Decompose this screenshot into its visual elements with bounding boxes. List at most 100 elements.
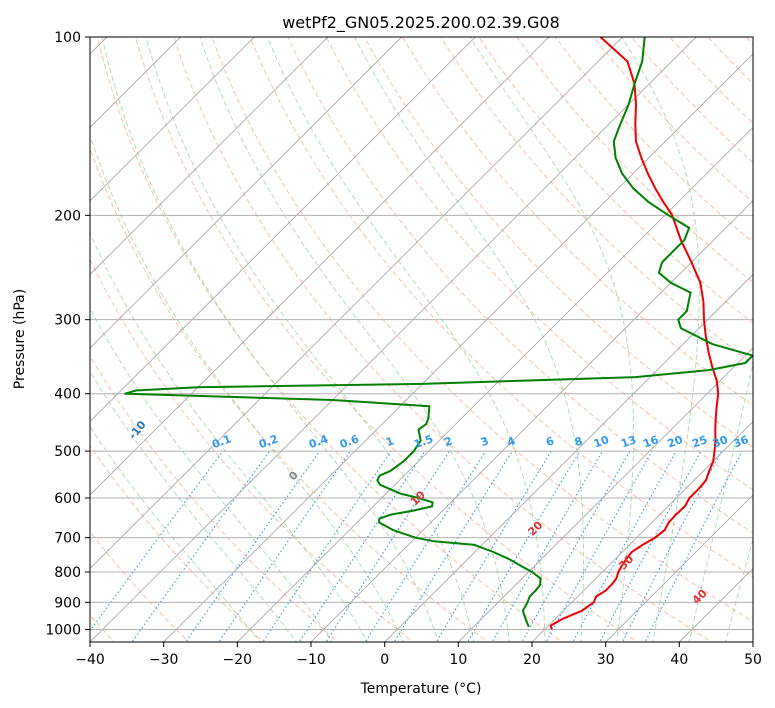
mixing-ratio-line — [491, 450, 603, 642]
mixing-ratio-line — [90, 450, 224, 632]
x-tick-label: 40 — [670, 652, 688, 668]
dry-adiabat-line — [90, 355, 339, 642]
y-tick-label: 600 — [54, 491, 81, 507]
mixing-ratio-label: 8 — [573, 434, 585, 449]
mixing-ratio-line — [466, 450, 581, 642]
mixing-ratio-label: 0.6 — [338, 432, 361, 451]
x-tick-label: −20 — [223, 652, 253, 668]
dry-adiabat-line — [745, 37, 753, 45]
x-tick-label: 30 — [597, 652, 615, 668]
dry-adiabat-line — [134, 37, 638, 642]
dry-adiabat-line — [173, 37, 713, 642]
dry-adiabat-line — [363, 37, 753, 448]
mixing-ratio-line — [185, 450, 321, 642]
isotherm-line — [458, 347, 753, 642]
y-axis-label: Pressure (hPa) — [12, 289, 28, 389]
dry-adiabat-line — [554, 37, 753, 243]
mixing-ratio-label: 0.1 — [210, 432, 233, 451]
x-tick-label: 10 — [449, 652, 467, 668]
y-tick-label: 400 — [54, 387, 81, 403]
dry-adiabat-line — [90, 445, 265, 642]
mixing-ratio-label: 4 — [505, 434, 517, 449]
mixing-ratio-label: 1 — [384, 434, 396, 449]
chart-title: wetPf2_GN05.2025.200.02.39.G08 — [282, 13, 560, 33]
mixing-ratio-label: 16 — [641, 433, 660, 451]
dry-adiabat-line — [96, 37, 564, 642]
mixing-ratio-line — [644, 450, 743, 642]
y-tick-label: 900 — [54, 595, 81, 611]
mixing-ratio-label: 2 — [443, 434, 455, 449]
moist-adiabat-line — [90, 370, 297, 642]
mixing-ratio-label: 0.2 — [257, 432, 280, 451]
moist-adiabat-line — [354, 37, 584, 642]
mixing-ratio-label: 10 — [592, 433, 611, 451]
mixing-ratio-label: 3 — [479, 434, 491, 449]
y-tick-label: 300 — [54, 313, 81, 329]
moist-adiabat-label: 10 — [408, 488, 428, 508]
mixing-ratio-label: 20 — [666, 433, 685, 451]
mixing-ratio-line — [621, 450, 722, 642]
y-tick-label: 700 — [54, 531, 81, 547]
isotherm-line — [90, 37, 402, 349]
isotherm-line — [679, 567, 753, 642]
mixing-ratio-label: 36 — [732, 433, 751, 451]
moist-adiabat-line — [90, 133, 404, 642]
x-tick-label: −10 — [296, 652, 326, 668]
moist-adiabat-line — [725, 537, 753, 642]
moist-adiabat-line — [688, 361, 753, 642]
y-tick-label: 200 — [54, 208, 81, 224]
dry-adiabat-line — [287, 37, 753, 534]
moist-adiabat-label: 0 — [286, 468, 301, 483]
mixing-ratio-line — [298, 450, 426, 642]
mixing-ratio-line — [218, 450, 351, 642]
mixing-ratio-label: 6 — [544, 434, 556, 449]
isotherm-line — [384, 273, 753, 642]
moist-adiabat-label: 20 — [525, 518, 545, 538]
mixing-ratio-line — [393, 450, 513, 642]
dewpoint-profile — [124, 37, 753, 628]
mixing-ratio-label: 30 — [711, 433, 730, 451]
dry-adiabat-line — [325, 37, 753, 491]
mixing-ratio-line — [572, 450, 677, 642]
dry-adiabat-line — [90, 147, 489, 642]
isotherm-line — [90, 37, 329, 276]
mixing-ratio-label: 1.5 — [412, 432, 435, 451]
moist-adiabat-label: 40 — [690, 587, 710, 607]
moist-adiabat-line — [101, 37, 440, 642]
line-labels: -100-90-80-70-60-50-40-30-20-10010203040… — [126, 418, 751, 607]
dry-adiabat-line — [478, 37, 753, 324]
moist-adiabat-line — [267, 37, 546, 642]
y-tick-label: 500 — [54, 444, 81, 460]
axis-ticks: −40 −30 −20 −10 0 10 20 30 40 5010020030040050060… — [45, 30, 762, 668]
moist-adiabat-line — [199, 37, 510, 642]
isotherm-line — [752, 641, 753, 642]
x-tick-label: 0 — [380, 652, 389, 668]
mixing-ratio-label: 13 — [619, 433, 638, 450]
isotherm-line — [163, 53, 753, 642]
x-tick-label: −40 — [75, 652, 105, 668]
mixing-ratio-line — [599, 450, 702, 642]
background-grid — [90, 37, 753, 642]
moist-adiabat-line — [90, 425, 261, 642]
isotherm-line — [90, 37, 550, 496]
isotherm-line — [237, 126, 753, 642]
x-tick-label: 20 — [523, 652, 541, 668]
moist-adiabat-line — [621, 37, 700, 642]
moist-adiabat-line — [90, 307, 333, 642]
dry-adiabat-label: -10 — [126, 418, 149, 442]
y-tick-label: 1000 — [45, 622, 81, 638]
x-axis-label: Temperature (°C) — [360, 681, 482, 697]
isotherm-line — [605, 494, 753, 642]
mixing-ratio-line — [262, 450, 392, 642]
isotherm-line — [531, 420, 753, 642]
y-tick-label: 100 — [54, 30, 81, 46]
y-tick-label: 800 — [54, 565, 81, 581]
dry-adiabat-line — [249, 37, 753, 578]
x-tick-label: 50 — [744, 652, 762, 668]
series-layer — [124, 37, 753, 630]
mixing-ratio-label: 25 — [690, 433, 709, 450]
isotherm-line — [310, 200, 753, 642]
isotherm-line — [90, 37, 697, 642]
x-tick-label: −30 — [149, 652, 179, 668]
